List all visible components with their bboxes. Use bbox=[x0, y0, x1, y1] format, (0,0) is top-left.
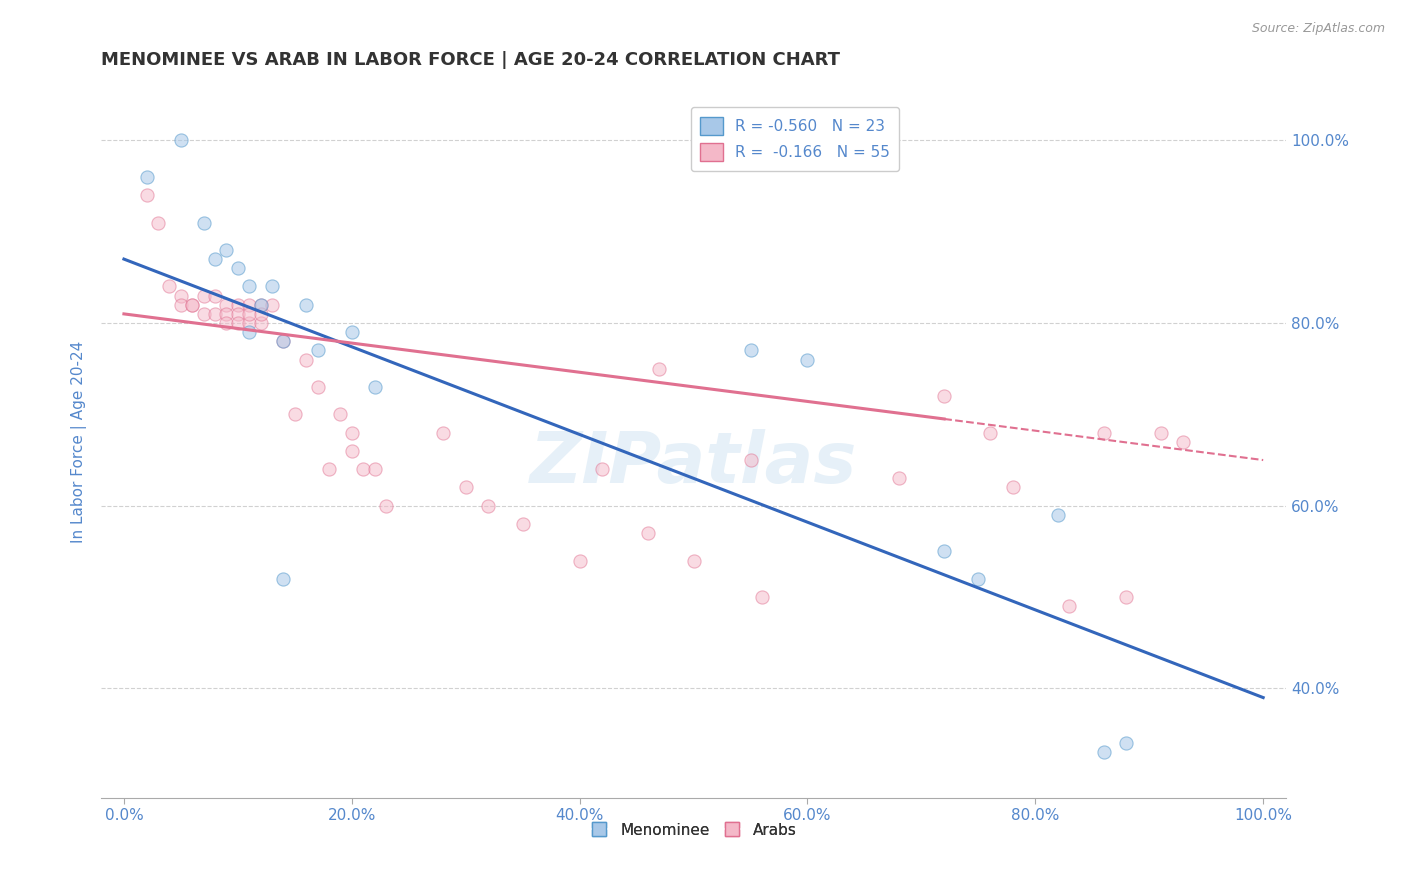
Point bbox=[273, 334, 295, 349]
Point bbox=[249, 307, 271, 321]
Text: Source: ZipAtlas.com: Source: ZipAtlas.com bbox=[1251, 22, 1385, 36]
Point bbox=[215, 316, 238, 330]
Point bbox=[363, 380, 385, 394]
Point bbox=[226, 261, 249, 276]
Point bbox=[318, 462, 340, 476]
Point bbox=[307, 380, 329, 394]
Point bbox=[181, 298, 204, 312]
Point bbox=[193, 215, 215, 229]
Point bbox=[204, 252, 226, 266]
Point bbox=[1059, 599, 1081, 614]
Point bbox=[135, 188, 157, 202]
Point bbox=[226, 316, 249, 330]
Point bbox=[374, 499, 396, 513]
Point bbox=[135, 169, 157, 184]
Point bbox=[284, 408, 307, 422]
Point bbox=[193, 307, 215, 321]
Point bbox=[170, 133, 193, 147]
Point bbox=[682, 553, 704, 567]
Point bbox=[238, 325, 260, 339]
Point bbox=[181, 298, 204, 312]
Y-axis label: In Labor Force | Age 20-24: In Labor Force | Age 20-24 bbox=[72, 341, 87, 543]
Point bbox=[260, 279, 283, 293]
Point bbox=[238, 298, 260, 312]
Point bbox=[249, 298, 271, 312]
Point bbox=[226, 307, 249, 321]
Point bbox=[238, 279, 260, 293]
Legend: Menominee, Arabs: Menominee, Arabs bbox=[583, 817, 803, 844]
Point bbox=[568, 553, 591, 567]
Point bbox=[146, 215, 169, 229]
Point bbox=[226, 298, 249, 312]
Point bbox=[340, 425, 363, 440]
Point bbox=[751, 590, 773, 604]
Point bbox=[249, 298, 271, 312]
Point bbox=[934, 544, 956, 558]
Point bbox=[238, 307, 260, 321]
Point bbox=[204, 288, 226, 302]
Point bbox=[979, 425, 1001, 440]
Point bbox=[1047, 508, 1070, 522]
Point bbox=[648, 361, 671, 376]
Point bbox=[170, 288, 193, 302]
Point bbox=[477, 499, 499, 513]
Point bbox=[249, 316, 271, 330]
Point bbox=[340, 325, 363, 339]
Point bbox=[1115, 736, 1137, 750]
Point bbox=[1173, 434, 1195, 449]
Point bbox=[1149, 425, 1171, 440]
Point bbox=[273, 334, 295, 349]
Point bbox=[363, 462, 385, 476]
Text: MENOMINEE VS ARAB IN LABOR FORCE | AGE 20-24 CORRELATION CHART: MENOMINEE VS ARAB IN LABOR FORCE | AGE 2… bbox=[101, 51, 841, 69]
Point bbox=[967, 572, 990, 586]
Point bbox=[260, 298, 283, 312]
Point bbox=[215, 298, 238, 312]
Point bbox=[352, 462, 374, 476]
Point bbox=[512, 516, 534, 531]
Point bbox=[1092, 425, 1115, 440]
Point bbox=[238, 316, 260, 330]
Point bbox=[796, 352, 818, 367]
Point bbox=[204, 307, 226, 321]
Point bbox=[329, 408, 352, 422]
Point bbox=[215, 307, 238, 321]
Point bbox=[1115, 590, 1137, 604]
Point bbox=[215, 243, 238, 257]
Point bbox=[273, 572, 295, 586]
Point bbox=[170, 298, 193, 312]
Point bbox=[454, 480, 477, 494]
Point bbox=[307, 343, 329, 358]
Point bbox=[295, 352, 318, 367]
Point bbox=[740, 453, 762, 467]
Point bbox=[295, 298, 318, 312]
Point bbox=[340, 444, 363, 458]
Point bbox=[887, 471, 910, 485]
Point bbox=[1092, 745, 1115, 759]
Point bbox=[934, 389, 956, 403]
Point bbox=[1001, 480, 1024, 494]
Point bbox=[159, 279, 181, 293]
Point bbox=[637, 526, 659, 541]
Point bbox=[193, 288, 215, 302]
Point bbox=[432, 425, 454, 440]
Point bbox=[740, 343, 762, 358]
Text: ZIPatlas: ZIPatlas bbox=[530, 429, 858, 498]
Point bbox=[591, 462, 613, 476]
